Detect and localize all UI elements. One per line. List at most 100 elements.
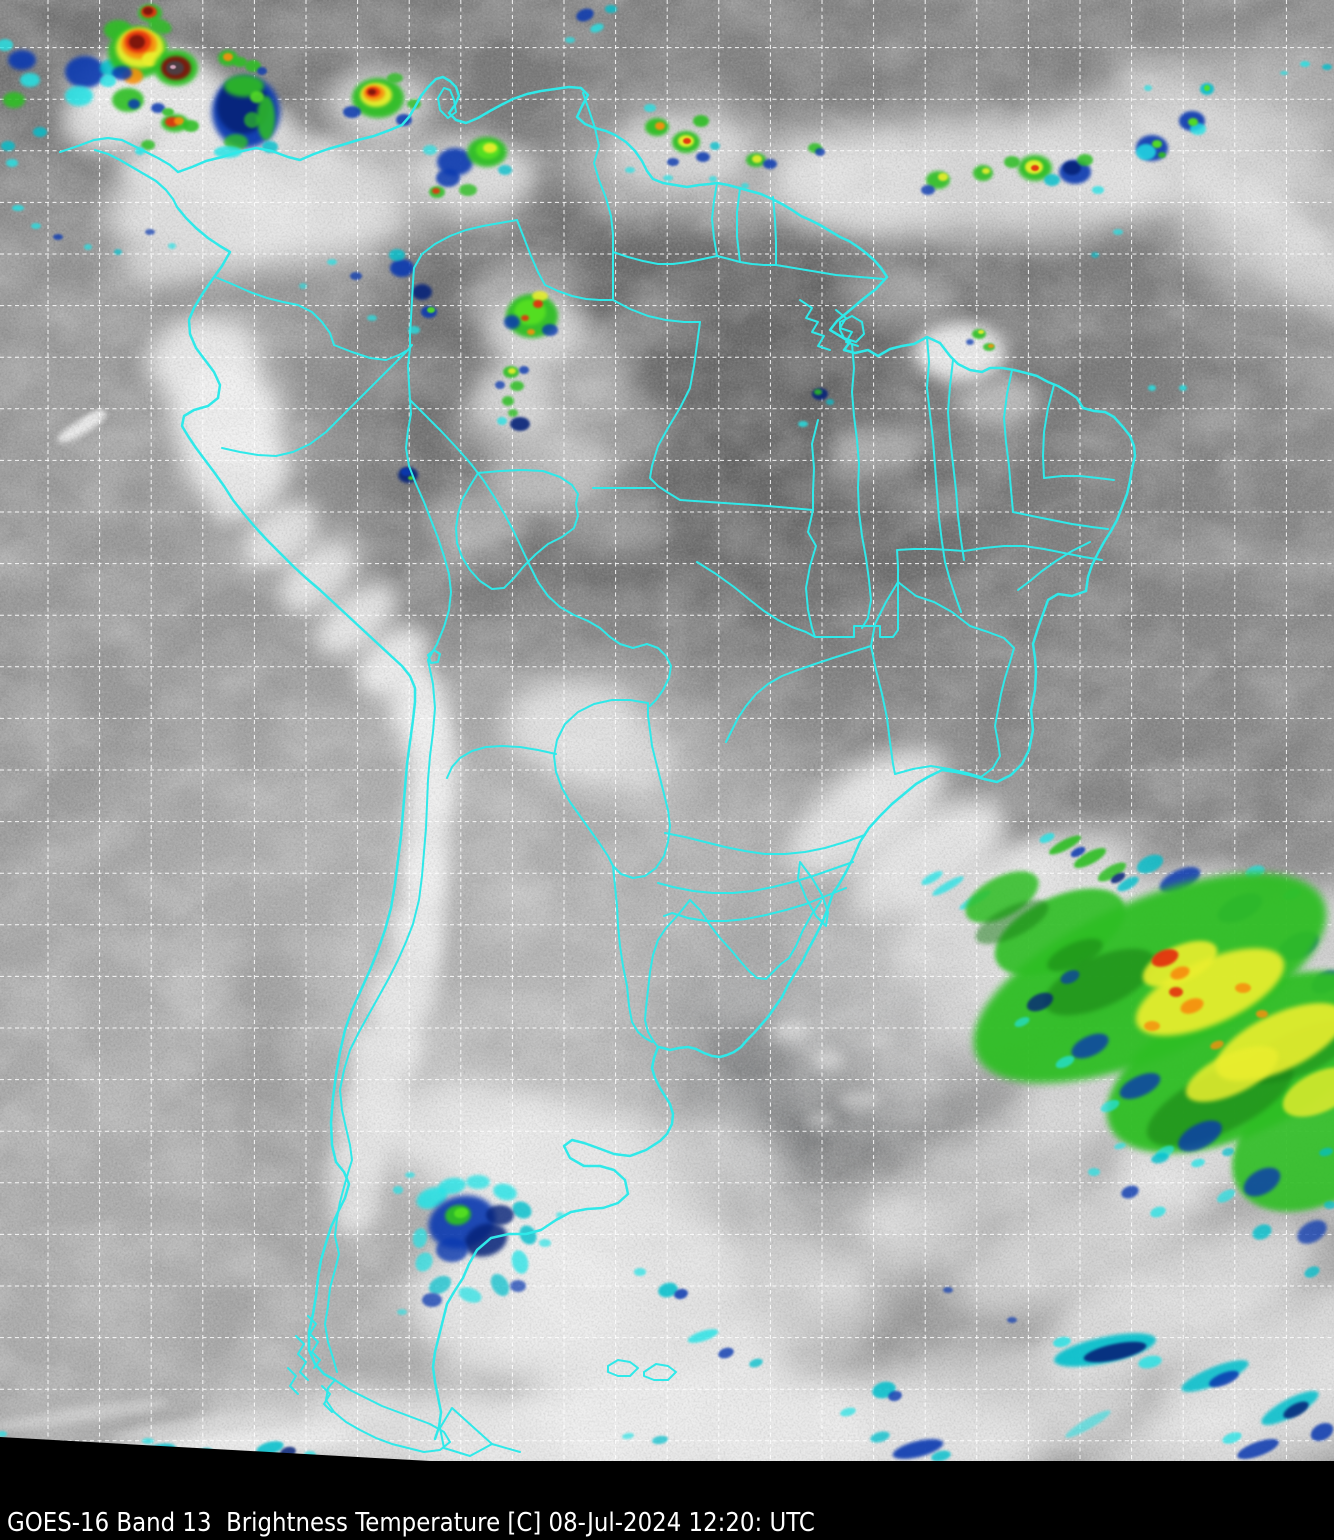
storm-cell [1, 141, 15, 151]
border-falkland-e [643, 1363, 677, 1381]
border-state-roraima-s [612, 299, 701, 323]
storm-cell [1144, 85, 1152, 91]
storm-cell [931, 1450, 951, 1461]
storm-cell [244, 112, 260, 128]
storm-cell [483, 143, 497, 153]
storm-cell [412, 1228, 428, 1248]
storm-cell [510, 1280, 526, 1292]
storm-cell [1243, 1167, 1281, 1197]
storm-cell [1222, 1147, 1234, 1157]
border-border-colombia-peru-n [333, 344, 413, 361]
storm-cell [343, 106, 361, 118]
storm-cell [1252, 1224, 1272, 1240]
storm-cell [1136, 144, 1156, 160]
storm-cell [1188, 118, 1198, 126]
border-state-bahia-n [963, 545, 1103, 561]
storm-cell [432, 188, 440, 194]
storm-cell [1100, 1099, 1120, 1113]
storm-cell [565, 37, 575, 43]
storm-cell [1047, 938, 1103, 972]
storm-cell [250, 91, 264, 103]
storm-cell [674, 1288, 688, 1300]
storm-cell [1235, 983, 1251, 993]
storm-cell [826, 399, 834, 405]
border-lagoa-dos-patos [797, 861, 829, 927]
border-state-goias-ms [725, 645, 872, 743]
border-state-para-maranhao [851, 343, 872, 629]
storm-cell [1208, 1370, 1240, 1388]
storm-cell [667, 158, 679, 166]
storm-cell [709, 176, 717, 182]
storm-cell [12, 205, 24, 211]
storm-cell [162, 108, 174, 116]
storm-cell [533, 300, 543, 308]
border-marajo-island [839, 315, 865, 343]
storm-cell [1073, 848, 1107, 868]
storm-cell [504, 315, 520, 329]
political-borders-layer [58, 75, 1137, 1457]
storm-cell [53, 234, 63, 240]
storm-cell [1138, 1355, 1162, 1369]
storm-cell [405, 1172, 415, 1178]
storm-cell [390, 259, 414, 277]
storm-cell [327, 259, 337, 265]
storm-cell [590, 23, 604, 33]
storm-cell [510, 417, 530, 431]
storm-cell [1179, 385, 1187, 391]
storm-cell [490, 1273, 510, 1297]
storm-cell [1136, 854, 1164, 874]
storm-cell [299, 283, 307, 289]
border-delta-squiggle-2 [835, 309, 859, 347]
storm-cell [1144, 1021, 1160, 1031]
storm-cell [1300, 61, 1310, 67]
storm-cell [168, 243, 176, 249]
storm-cell [1117, 876, 1139, 892]
storm-cell [1210, 1040, 1224, 1050]
storm-cell [652, 1435, 668, 1445]
storm-cell [1088, 1168, 1100, 1176]
storm-cell [458, 1287, 482, 1303]
border-coast-chile-peru [175, 205, 417, 1382]
storm-cell [428, 1275, 452, 1295]
border-tdf-spur [491, 1443, 521, 1453]
border-state-goias-n [896, 548, 965, 583]
storm-cell [256, 1441, 284, 1455]
storm-cell [508, 409, 518, 417]
storm-cell [644, 104, 656, 112]
border-fjord-1 [307, 1315, 321, 1369]
storm-cell [502, 396, 514, 406]
border-state-tocantins-w [805, 419, 819, 638]
storm-cell [625, 167, 635, 173]
storm-cell [412, 284, 432, 300]
storm-cell [65, 86, 93, 106]
storm-cell [223, 53, 233, 61]
storm-cell [892, 1439, 944, 1459]
border-border-bolivia-paraguay [446, 745, 557, 779]
storm-cell [174, 117, 184, 125]
border-state-minas-s [894, 765, 994, 778]
storm-cell [368, 89, 376, 95]
border-border-chile-argentina [324, 659, 436, 1373]
border-coast-panama-caribbean [58, 136, 180, 174]
storm-cell [687, 1329, 719, 1343]
storm-cell [932, 876, 964, 896]
storm-cell [397, 1309, 407, 1315]
storm-cell [511, 1250, 529, 1274]
storm-cell [1170, 966, 1190, 980]
storm-cell [498, 165, 512, 175]
storm-cell [65, 56, 105, 88]
storm-cell [1282, 1067, 1334, 1117]
storm-cell [1151, 1152, 1169, 1164]
storm-cell [840, 1407, 856, 1417]
storm-cell [527, 329, 535, 335]
storm-cell [988, 344, 994, 348]
storm-cell [1158, 152, 1166, 158]
storm-enhancement-layer [0, 4, 1334, 1461]
storm-cell [1216, 1189, 1236, 1203]
storm-cell [416, 1187, 448, 1209]
storm-cell [1091, 252, 1099, 258]
storm-cell [497, 417, 507, 425]
border-state-maranhao-piaui [947, 359, 965, 561]
storm-cell [148, 18, 172, 34]
